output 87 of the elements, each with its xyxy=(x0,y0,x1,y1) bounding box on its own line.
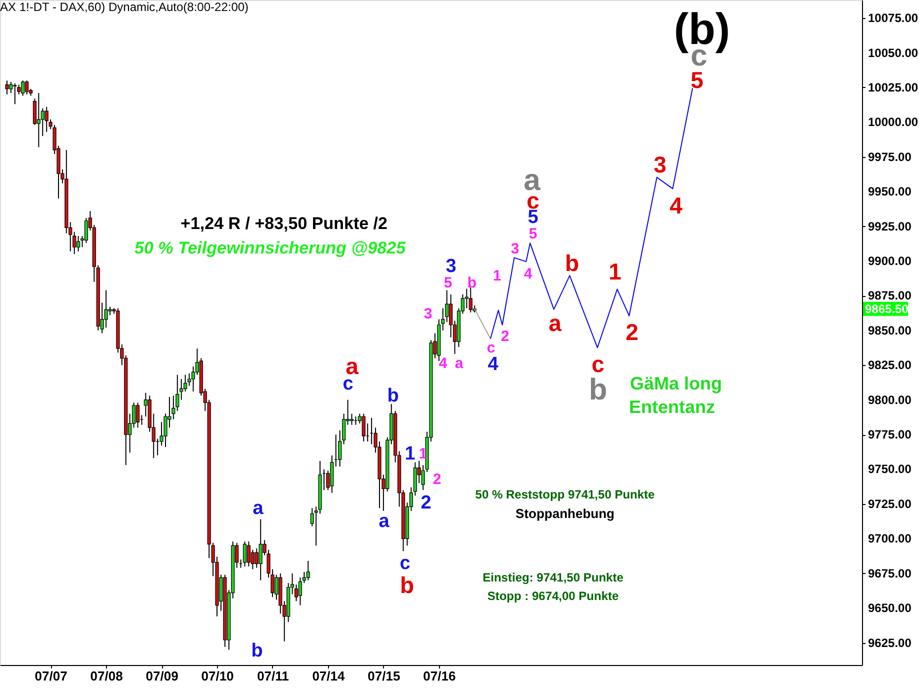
annotation: a xyxy=(252,498,264,520)
annotation: 5 xyxy=(444,274,452,292)
y-tick-label: 9650.00 xyxy=(868,601,912,616)
annotation: 50 % Teilgewinnsicherung @9825 xyxy=(134,238,406,258)
candlestick xyxy=(76,236,80,252)
y-tick-label: 9725.00 xyxy=(868,496,912,511)
chart-title: AX 1!-DT - DAX,60) Dynamic,Auto(8:00-22:00) xyxy=(0,0,249,14)
candlestick xyxy=(254,548,258,568)
annotation: 3 xyxy=(654,152,666,178)
annotation: Stoppanhebung xyxy=(516,506,615,522)
y-tick-label: 9925.00 xyxy=(868,219,912,234)
x-tick-label: 07/15 xyxy=(368,668,400,684)
annotation: 50 % Reststopp 9741,50 Punkte xyxy=(475,488,656,502)
y-tick-label: 10025.00 xyxy=(868,80,918,94)
annotation: 2 xyxy=(626,318,638,345)
annotation: Einstieg: 9741,50 Punkte xyxy=(482,570,624,584)
candlestick xyxy=(449,294,453,338)
annotation: a xyxy=(524,164,541,198)
candlestick xyxy=(21,80,25,96)
annotation: Ententanz xyxy=(628,396,716,417)
annotation: b xyxy=(400,572,414,598)
candlestick xyxy=(5,80,9,95)
annotation: GäMa long xyxy=(630,374,722,394)
annotation: 5 xyxy=(690,66,704,93)
annotation: 4 xyxy=(438,355,448,372)
annotation: Stopp : 9674,00 Punkte xyxy=(487,588,620,603)
annotation: a xyxy=(378,510,390,532)
annotation: b xyxy=(564,250,580,276)
candlestick xyxy=(13,82,17,105)
candlestick xyxy=(362,413,366,442)
y-tick-label: 9825.00 xyxy=(868,358,912,372)
annotation: 4 xyxy=(488,354,499,376)
y-tick-label: 9875.00 xyxy=(868,288,912,303)
annotation: 4 xyxy=(524,266,533,283)
y-tick-label: 9750.00 xyxy=(868,462,912,476)
candlestick xyxy=(44,106,48,132)
annotation: a xyxy=(454,355,464,372)
annotation: 1 xyxy=(608,258,622,285)
annotation: a xyxy=(548,310,562,336)
annotation: 2 xyxy=(500,328,510,345)
ref-line-label: 9865.50 xyxy=(865,302,909,316)
y-tick-label: 10050.00 xyxy=(868,46,918,60)
y-tick-label: 9700.00 xyxy=(868,532,912,546)
candlestick xyxy=(136,402,140,428)
x-tick-label: 07/11 xyxy=(257,668,289,684)
annotation: +1,24 R / +83,50 Punkte /2 xyxy=(180,214,388,233)
annotation: c xyxy=(400,552,411,574)
candlestick xyxy=(258,518,262,581)
x-tick-label: 07/07 xyxy=(34,668,68,684)
candlestick xyxy=(40,108,44,137)
y-tick-label: 9675.00 xyxy=(868,566,912,580)
y-tick-label: 9775.00 xyxy=(868,428,912,442)
y-tick-label: 9975.00 xyxy=(868,150,912,164)
annotation: 2 xyxy=(432,471,442,488)
x-tick-label: 07/16 xyxy=(423,668,456,684)
annotation: 3 xyxy=(446,256,456,277)
annotation: b xyxy=(251,640,263,662)
candlestick xyxy=(350,413,354,426)
x-tick-label: 07/09 xyxy=(146,668,178,684)
y-tick-label: 10075.00 xyxy=(868,11,918,26)
y-tick-label: 9800.00 xyxy=(868,392,912,407)
annotation: 5 xyxy=(528,226,538,243)
annotation: 4 xyxy=(670,192,683,218)
candlestick xyxy=(306,560,310,581)
annotation: b xyxy=(387,385,399,406)
y-tick-label: 9900.00 xyxy=(868,254,912,268)
candlestick xyxy=(468,286,472,313)
annotation: 3 xyxy=(510,240,520,258)
candlestick xyxy=(246,540,251,567)
y-tick-label: 9625.00 xyxy=(868,636,912,650)
y-tick-label: 9850.00 xyxy=(868,323,912,338)
candlestick xyxy=(250,549,254,570)
candlestick xyxy=(24,80,29,95)
candlestick xyxy=(36,92,40,148)
x-tick-label: 07/08 xyxy=(90,668,123,684)
annotation: 1 xyxy=(404,444,416,465)
y-tick-label: 10000.00 xyxy=(868,115,918,130)
annotation: 1 xyxy=(492,268,502,285)
annotation: c xyxy=(486,340,496,357)
candlestick xyxy=(464,288,468,309)
candlestick xyxy=(242,540,247,567)
annotation: b xyxy=(467,274,477,292)
annotation: 2 xyxy=(420,492,432,514)
x-tick-label: 07/10 xyxy=(201,668,234,684)
annotation: 3 xyxy=(424,306,432,323)
y-tick-label: 9950.00 xyxy=(868,184,912,199)
x-tick-label: 07/14 xyxy=(312,668,346,684)
